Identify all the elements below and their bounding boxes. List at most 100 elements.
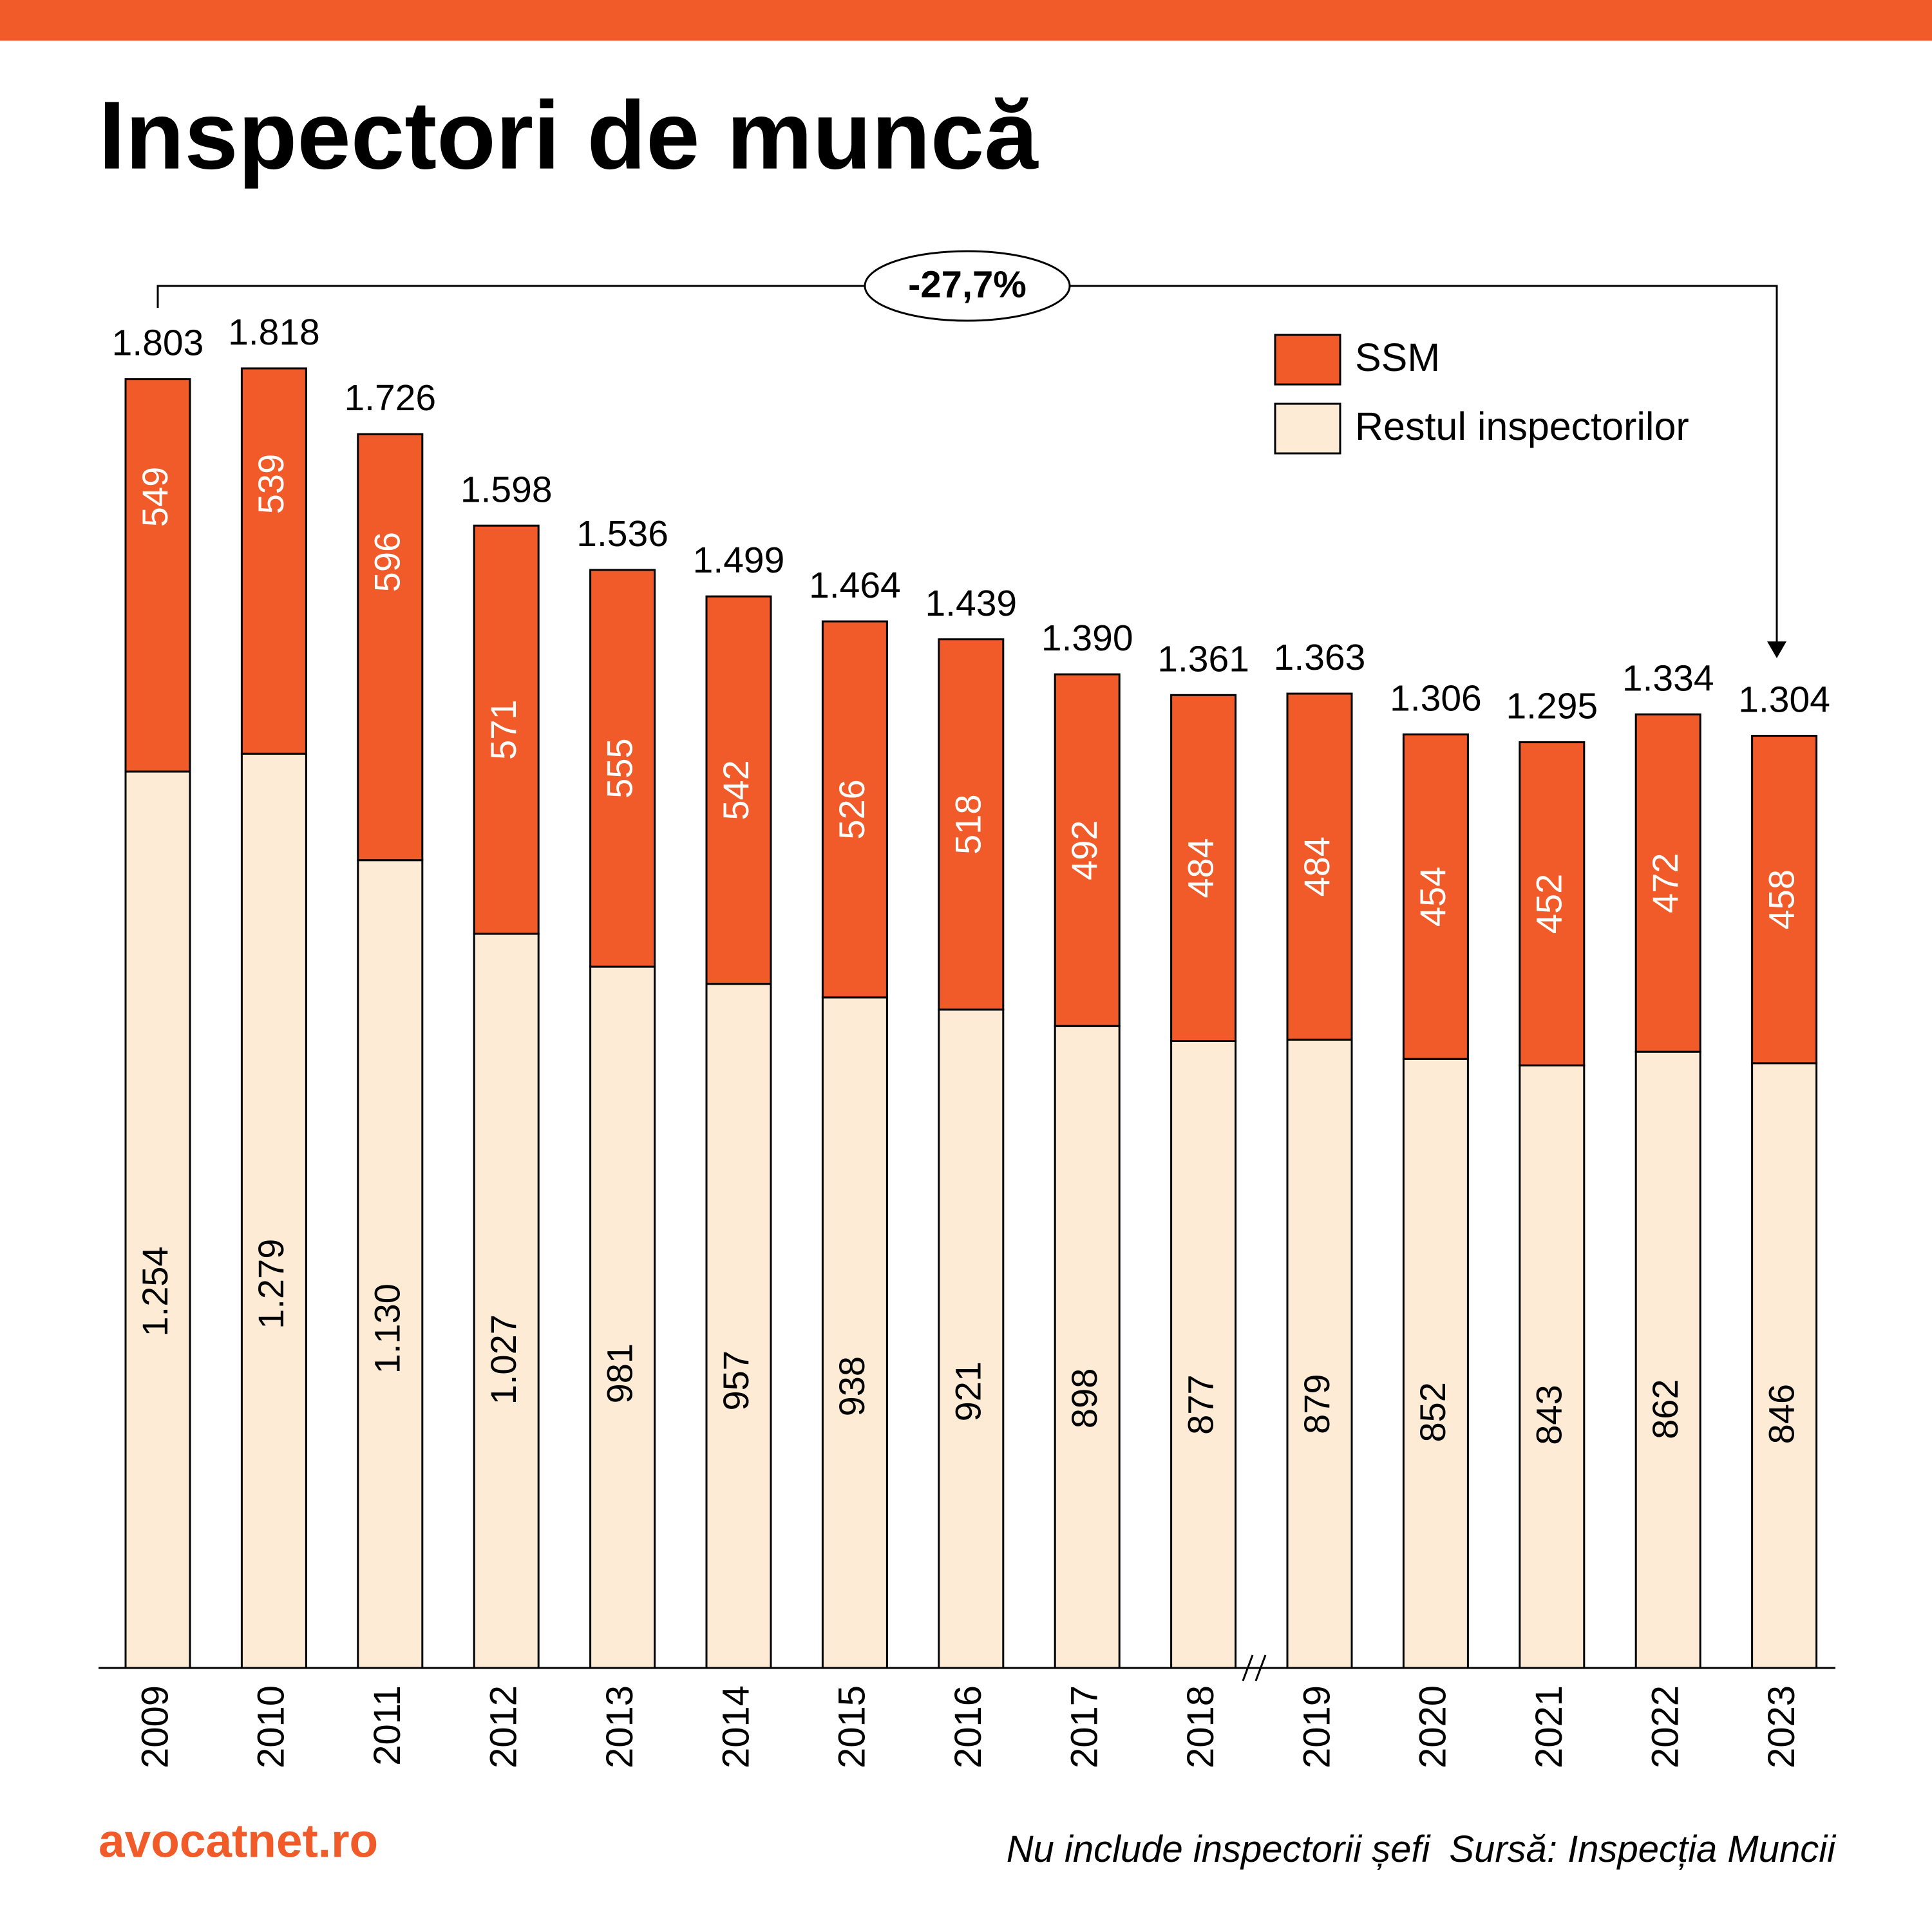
segment-label: 1.027 (483, 1314, 524, 1405)
segment-label: 938 (831, 1356, 872, 1416)
bar-segment (589, 965, 656, 1669)
total-label: 1.439 (925, 583, 1017, 624)
annotation-bubble (864, 250, 1071, 322)
total-label: 1.499 (693, 540, 785, 581)
x-tick-label: 2018 (1180, 1685, 1222, 1768)
bar-segment (1402, 733, 1469, 1060)
note: Nu include inspectorii șefi (1007, 1828, 1432, 1870)
x-tick-label: 2022 (1645, 1685, 1687, 1768)
x-tick-label: 2017 (1064, 1685, 1106, 1768)
segment-label: 454 (1412, 867, 1453, 927)
bar-segment (821, 620, 888, 999)
total-label: 1.306 (1390, 677, 1482, 719)
segment-label: 957 (715, 1350, 756, 1410)
bar-segment (1170, 1040, 1237, 1669)
segment-label: 1.254 (135, 1246, 175, 1336)
legend-label: Restul inspectorilor (1355, 404, 1689, 448)
x-tick-label: 2009 (134, 1685, 176, 1768)
bar-segment (1634, 713, 1701, 1053)
bar-segment (1286, 692, 1353, 1041)
legend-swatch (1274, 334, 1341, 386)
bar-segment (124, 770, 191, 1669)
segment-label: 472 (1645, 853, 1685, 913)
segment-label: 458 (1761, 869, 1801, 929)
bar-segment (705, 595, 772, 985)
x-tick-label: 2011 (366, 1685, 408, 1766)
bar-segment (938, 638, 1005, 1011)
total-label: 1.390 (1041, 618, 1133, 659)
total-label: 1.726 (344, 377, 436, 419)
bar-segment (1634, 1050, 1701, 1669)
x-tick-label: 2020 (1412, 1685, 1454, 1768)
segment-label: 843 (1529, 1385, 1569, 1444)
bar-segment (1170, 694, 1237, 1043)
segment-label: 877 (1180, 1374, 1220, 1434)
x-tick-label: 2010 (251, 1685, 292, 1768)
axis-break (1242, 1654, 1267, 1681)
segment-label: 549 (135, 467, 175, 527)
segment-label: 484 (1180, 838, 1220, 898)
segment-label: 981 (599, 1343, 639, 1403)
bar-segment (1286, 1038, 1353, 1669)
segment-label: 879 (1296, 1374, 1337, 1434)
segment-label: 898 (1064, 1368, 1104, 1428)
legend-label: SSM (1355, 336, 1440, 379)
total-label: 1.803 (112, 323, 204, 364)
segment-label: 484 (1296, 837, 1337, 896)
segment-label: 555 (599, 738, 639, 798)
segment-label: 1.279 (251, 1239, 291, 1329)
bar-segment (357, 859, 424, 1669)
segment-label: 518 (948, 794, 989, 854)
x-tick-label: 2015 (831, 1685, 873, 1768)
total-label: 1.361 (1157, 638, 1249, 679)
bar-segment (240, 752, 307, 1669)
bar-segment (1519, 1064, 1586, 1669)
bar-segment (473, 933, 540, 1669)
segment-label: 542 (715, 760, 756, 820)
segment-label: 492 (1064, 820, 1104, 880)
x-tick-label: 2023 (1761, 1685, 1803, 1768)
bar-segment (705, 983, 772, 1669)
bar-segment (1751, 735, 1818, 1065)
brand: avocatnet.ro (99, 1815, 378, 1867)
bar-segment (1054, 1025, 1121, 1669)
total-label: 1.464 (809, 565, 901, 606)
x-tick-label: 2019 (1296, 1685, 1338, 1768)
segment-label: 596 (367, 532, 408, 592)
note: Sursă: Inspecția Muncii (1449, 1828, 1837, 1870)
segment-label: 921 (948, 1361, 989, 1421)
segment-label: 571 (483, 699, 524, 759)
segment-label: 852 (1412, 1382, 1453, 1442)
arrow-head (1767, 641, 1786, 658)
bar-segment (124, 378, 191, 773)
total-label: 1.334 (1622, 658, 1714, 699)
segment-label: 1.130 (367, 1283, 408, 1374)
bar-segment (1751, 1062, 1818, 1669)
chart-title: Inspectori de muncă (99, 81, 1039, 189)
segment-label: 539 (251, 454, 291, 514)
total-label: 1.536 (576, 513, 668, 554)
total-label: 1.598 (460, 469, 553, 510)
bar-segment (1402, 1057, 1469, 1669)
total-label: 1.363 (1274, 637, 1366, 678)
top-band (0, 0, 1932, 41)
segment-label: 452 (1529, 874, 1569, 934)
bar-segment (240, 367, 307, 755)
total-label: 1.304 (1738, 679, 1830, 721)
segment-label: 526 (831, 779, 872, 839)
segment-label: 846 (1761, 1384, 1801, 1444)
total-label: 1.818 (228, 312, 320, 353)
x-tick-label: 2016 (947, 1685, 989, 1768)
bracket (156, 285, 1778, 644)
x-tick-label: 2013 (599, 1685, 641, 1768)
bar-segment (938, 1009, 1005, 1669)
bar-segment (473, 524, 540, 935)
x-tick-label: 2014 (715, 1685, 757, 1768)
annotation: -27,7% (908, 263, 1027, 305)
bar-segment (1519, 741, 1586, 1066)
total-label: 1.295 (1506, 686, 1598, 727)
bar-segment (1054, 673, 1121, 1027)
bar-segment (357, 433, 424, 862)
segment-label: 862 (1645, 1379, 1685, 1439)
